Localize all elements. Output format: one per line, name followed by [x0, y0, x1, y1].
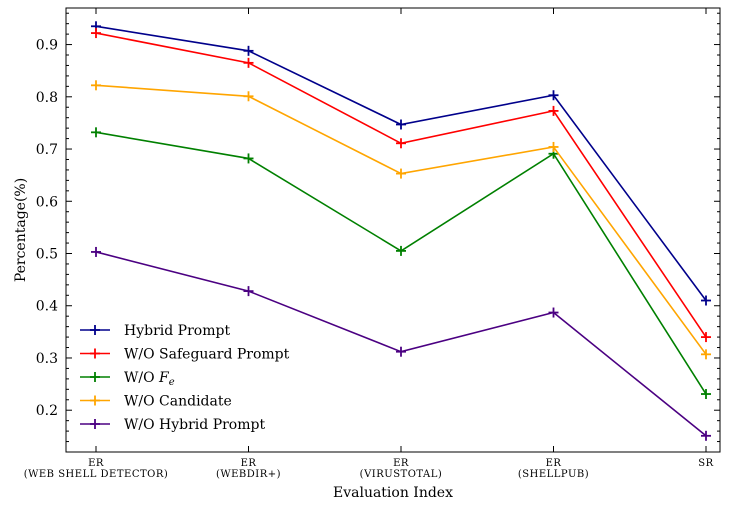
- y-axis-label: Percentage(%): [13, 178, 29, 282]
- series-line: [95, 32, 707, 338]
- data-point: [548, 90, 559, 101]
- data-point: [91, 28, 101, 39]
- data-point: [91, 80, 101, 91]
- y-tick-label: 0.3: [36, 351, 58, 367]
- x-axis-label: Evaluation Index: [333, 485, 453, 501]
- data-point: [548, 105, 559, 116]
- data-point: [243, 91, 254, 102]
- data-point: [396, 346, 406, 357]
- data-point: [243, 45, 254, 56]
- x-tick-label: ER: [241, 458, 257, 469]
- legend-label: Hybrid Prompt: [124, 323, 230, 339]
- data-point: [243, 286, 254, 297]
- x-tick-label: SR: [698, 458, 713, 469]
- x-tick-sublabel: (WEBDIR+): [216, 469, 281, 480]
- y-tick-label: 0.2: [36, 403, 58, 419]
- legend-label: W/O Fe: [124, 370, 175, 388]
- data-point: [701, 295, 711, 306]
- legend-label: W/O Safeguard Prompt: [124, 347, 290, 363]
- data-point: [701, 332, 711, 343]
- x-tick-label: ER: [393, 458, 409, 469]
- y-tick-label: 0.9: [36, 38, 58, 54]
- data-point: [396, 245, 406, 256]
- data-point: [396, 138, 406, 149]
- y-tick-label: 0.5: [36, 247, 58, 263]
- x-tick-sublabel: (WEB SHELL DETECTOR): [24, 469, 169, 480]
- x-tick-label: ER: [546, 458, 562, 469]
- y-tick-label: 0.8: [36, 90, 58, 106]
- legend-label: W/O Hybrid Prompt: [124, 417, 265, 433]
- plot-frame: [65, 7, 721, 453]
- data-point: [548, 141, 559, 152]
- x-tick-label: ER: [88, 458, 104, 469]
- x-tick-sublabel: (SHELLPUB): [518, 469, 589, 480]
- data-point: [396, 168, 406, 179]
- y-tick-label: 0.6: [36, 194, 58, 210]
- data-point: [701, 430, 711, 441]
- data-point: [91, 246, 101, 257]
- data-point: [243, 57, 254, 68]
- legend-label: W/O Candidate: [124, 394, 232, 410]
- y-tick-label: 0.7: [36, 142, 58, 158]
- y-tick-label: 0.4: [36, 299, 58, 315]
- data-point: [91, 127, 101, 138]
- data-point: [701, 349, 711, 360]
- data-point: [701, 389, 711, 400]
- data-point: [548, 307, 559, 318]
- data-point: [243, 153, 254, 164]
- data-point: [396, 119, 406, 130]
- x-tick-sublabel: (VIRUSTOTAL): [360, 469, 443, 480]
- series-line: [95, 25, 707, 301]
